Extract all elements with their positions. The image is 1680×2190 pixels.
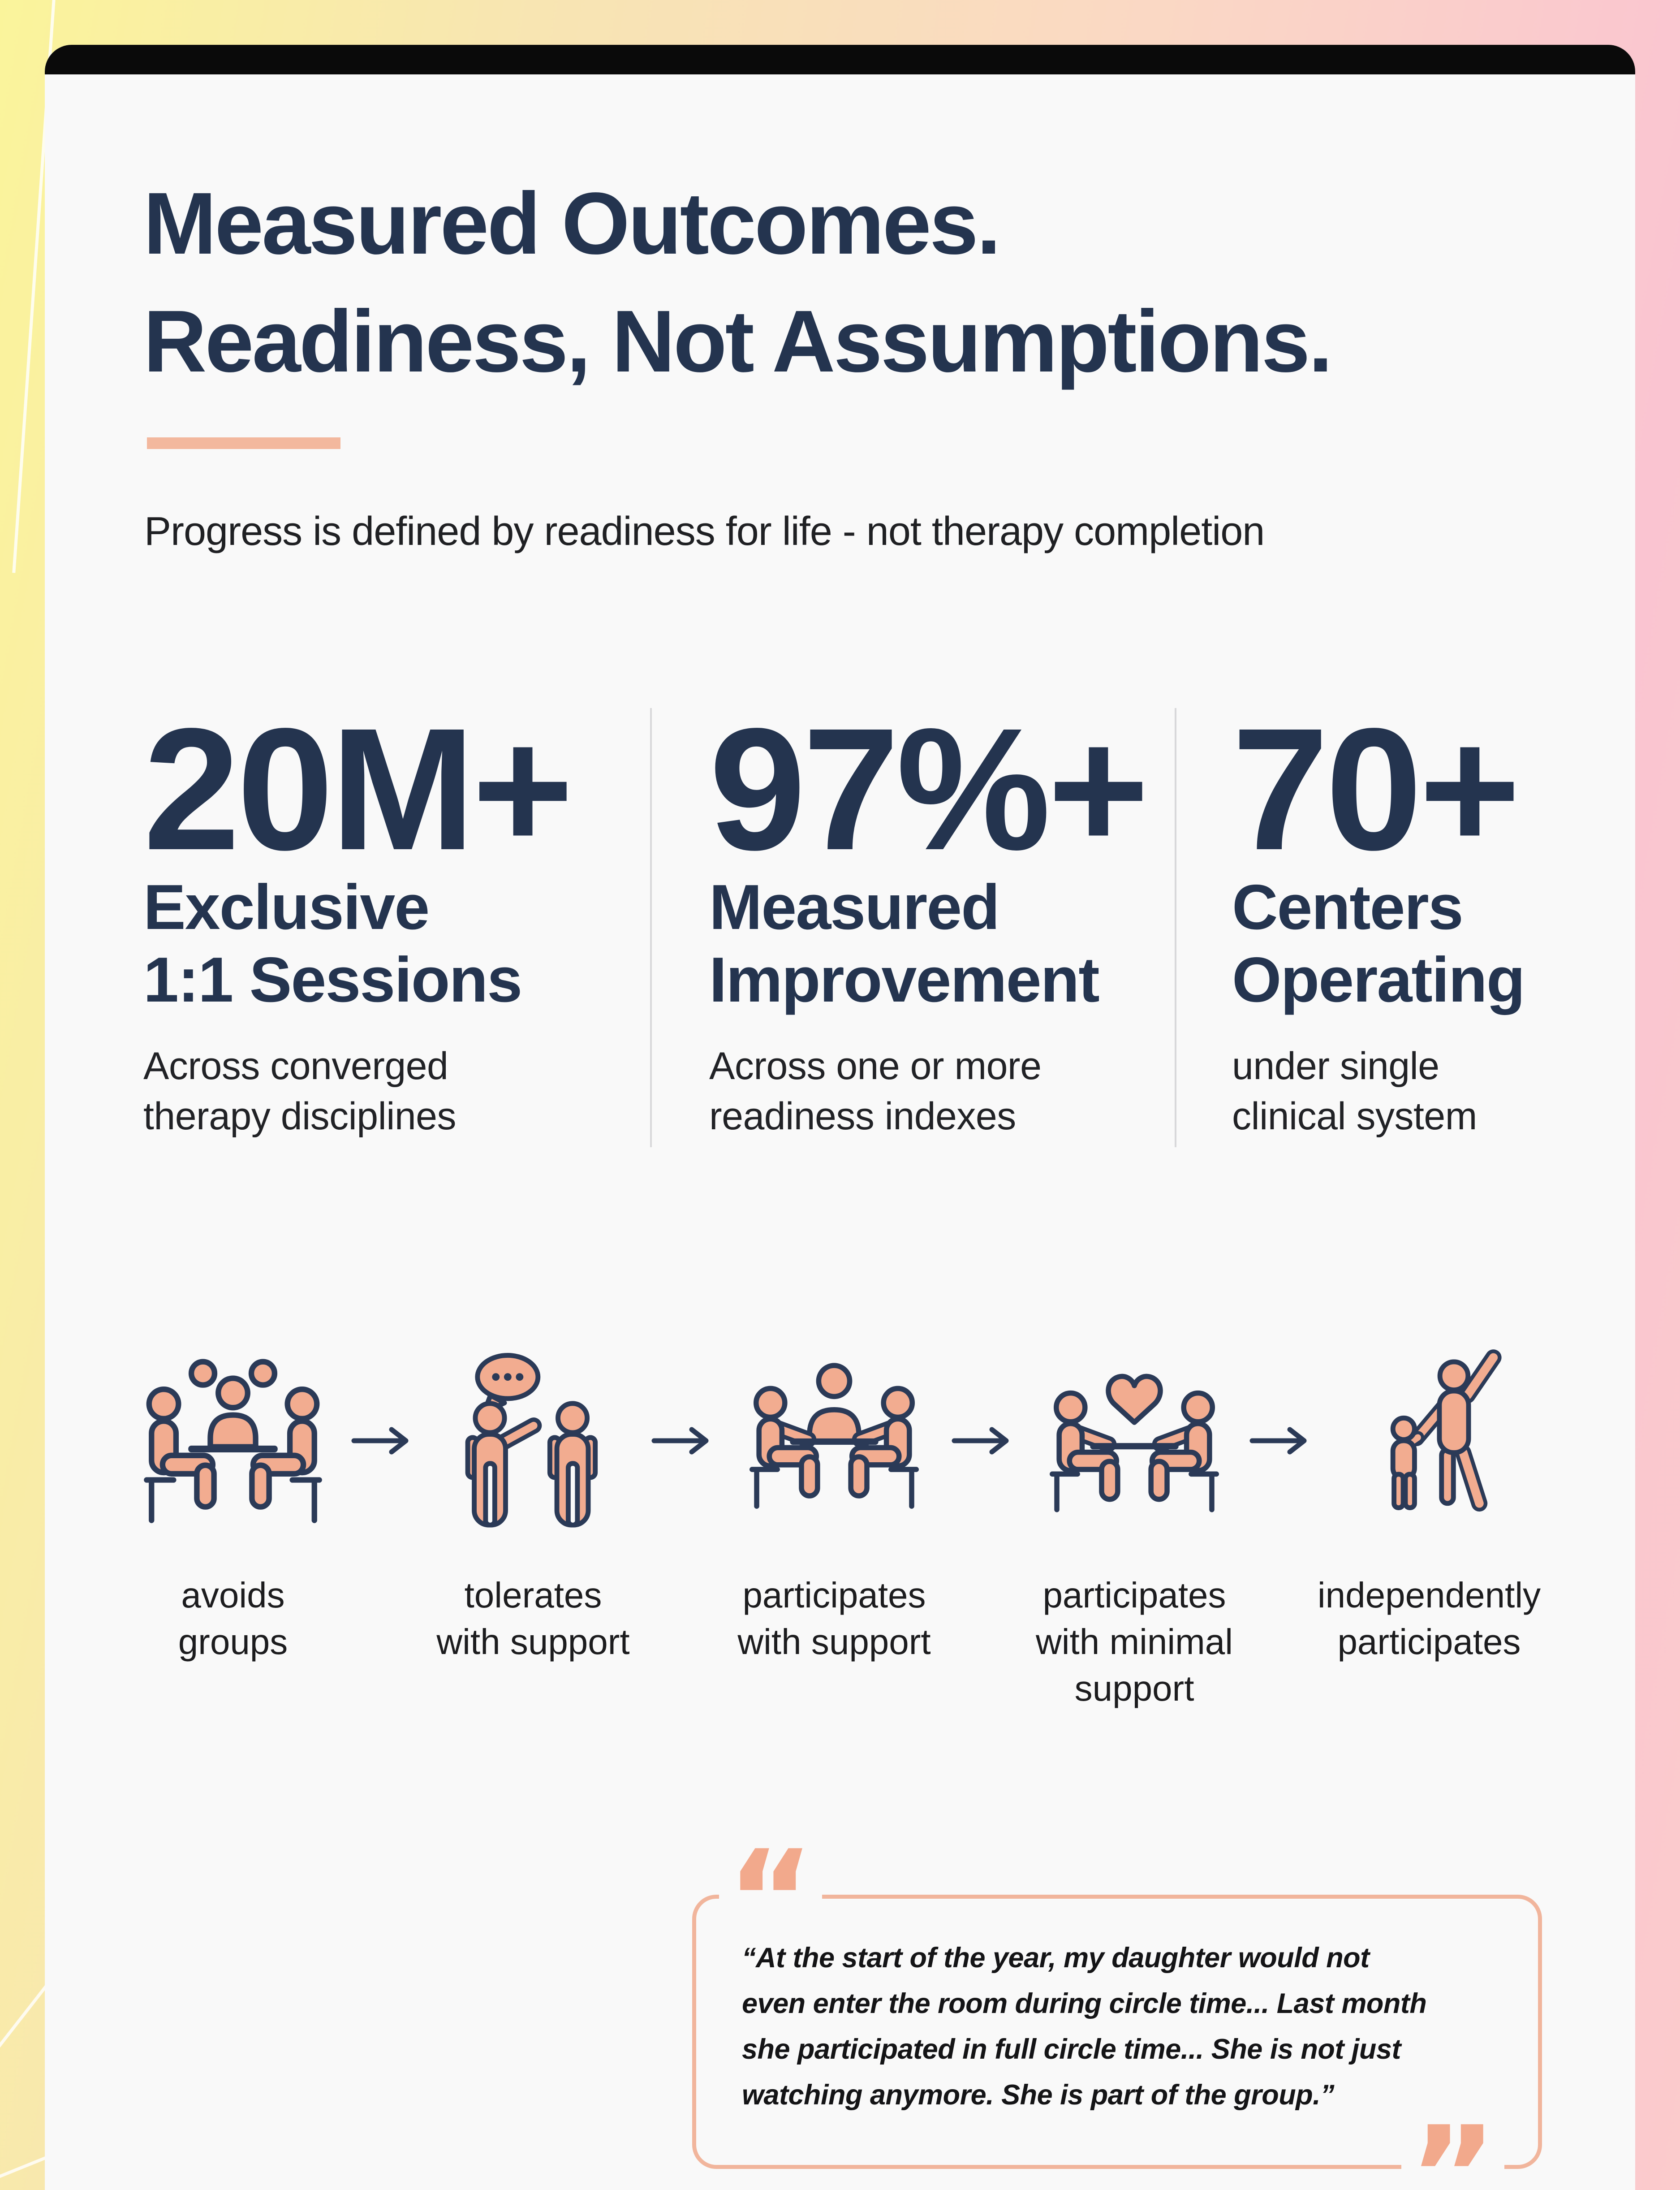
stat-label: Measured Improvement — [709, 872, 1100, 1015]
testimonial-quote-box — [692, 1895, 1542, 2169]
two-people-table-heart-icon — [1031, 1349, 1237, 1533]
stat-label: Exclusive 1:1 Sessions — [143, 872, 522, 1015]
quote-text: “At the start of the year, my daughter w… — [742, 1942, 1427, 2111]
title-accent-bar — [147, 437, 340, 449]
page-subtitle: Progress is defined by readiness for lif… — [144, 509, 1265, 554]
open-quote-icon: “ — [719, 1833, 822, 1967]
page-title-line2: Readiness, Not Assumptions. — [143, 292, 1333, 390]
step-label: participates with minimal support — [1035, 1575, 1233, 1708]
stat-value: 70+ — [1232, 692, 1521, 886]
stat-value: 97%+ — [709, 692, 1149, 886]
card-top-bar — [45, 45, 1635, 74]
stat-block-sessions: 20M+ Exclusive 1:1 Sessions Across conve… — [143, 703, 636, 1141]
step-label: participates with support — [737, 1575, 931, 1662]
arrow-right-icon — [349, 1421, 417, 1461]
close-quote-icon: ” — [1401, 2109, 1504, 2190]
two-people-speech-bubble-icon — [430, 1349, 636, 1533]
page-title-line1: Measured Outcomes. — [143, 174, 1001, 272]
stat-sublabel: Across converged therapy disciplines — [143, 1044, 456, 1138]
stat-block-improvement: 97%+ Measured Improvement Across one or … — [709, 703, 1157, 1141]
three-people-at-table-icon — [731, 1349, 937, 1533]
stat-label: Centers Operating — [1232, 872, 1525, 1015]
group-around-table-icon — [130, 1349, 336, 1533]
step-label: avoids groups — [178, 1575, 288, 1662]
arrow-right-icon — [1248, 1421, 1315, 1461]
arrow-right-icon — [650, 1421, 717, 1461]
stat-sublabel: Across one or more readiness indexes — [709, 1044, 1042, 1138]
stats-divider — [1175, 708, 1176, 1147]
arrow-right-icon — [950, 1421, 1017, 1461]
page-title: Measured Outcomes. Readiness, Not Assump… — [143, 165, 1532, 400]
stat-block-centers: 70+ Centers Operating under single clini… — [1232, 703, 1617, 1141]
adult-holding-child-hand-icon — [1326, 1349, 1532, 1533]
step-label: tolerates with support — [436, 1575, 630, 1662]
step-label: independently participates — [1317, 1575, 1541, 1662]
stats-divider — [650, 708, 652, 1147]
content-card: Measured Outcomes. Readiness, Not Assump… — [45, 45, 1635, 2190]
stat-value: 20M+ — [143, 692, 573, 886]
stat-sublabel: under single clinical system — [1232, 1044, 1477, 1138]
